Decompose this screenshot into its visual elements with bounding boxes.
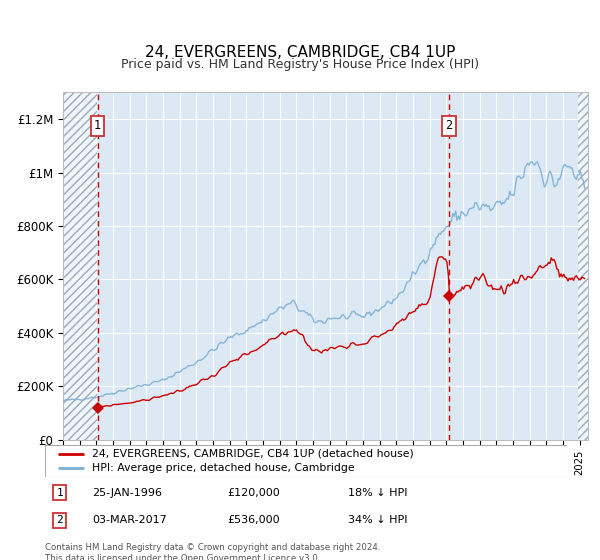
Text: 25-JAN-1996: 25-JAN-1996 — [92, 488, 162, 498]
Text: Contains HM Land Registry data © Crown copyright and database right 2024.
This d: Contains HM Land Registry data © Crown c… — [45, 543, 380, 560]
Text: 1: 1 — [94, 119, 101, 132]
Text: 1: 1 — [56, 488, 63, 498]
Text: HPI: Average price, detached house, Cambridge: HPI: Average price, detached house, Camb… — [92, 463, 355, 473]
Text: Price paid vs. HM Land Registry's House Price Index (HPI): Price paid vs. HM Land Registry's House … — [121, 58, 479, 71]
Bar — [63, 92, 97, 440]
Bar — [578, 92, 588, 440]
FancyBboxPatch shape — [45, 445, 567, 477]
Text: £536,000: £536,000 — [228, 515, 280, 525]
Bar — [63, 92, 97, 440]
Text: 18% ↓ HPI: 18% ↓ HPI — [348, 488, 407, 498]
Text: 24, EVERGREENS, CAMBRIDGE, CB4 1UP: 24, EVERGREENS, CAMBRIDGE, CB4 1UP — [145, 45, 455, 59]
Text: 34% ↓ HPI: 34% ↓ HPI — [348, 515, 407, 525]
Text: 2: 2 — [56, 515, 63, 525]
Text: 24, EVERGREENS, CAMBRIDGE, CB4 1UP (detached house): 24, EVERGREENS, CAMBRIDGE, CB4 1UP (deta… — [92, 449, 414, 459]
Text: £120,000: £120,000 — [228, 488, 280, 498]
Text: 2: 2 — [446, 119, 453, 132]
Text: 03-MAR-2017: 03-MAR-2017 — [92, 515, 167, 525]
Bar — [578, 92, 588, 440]
